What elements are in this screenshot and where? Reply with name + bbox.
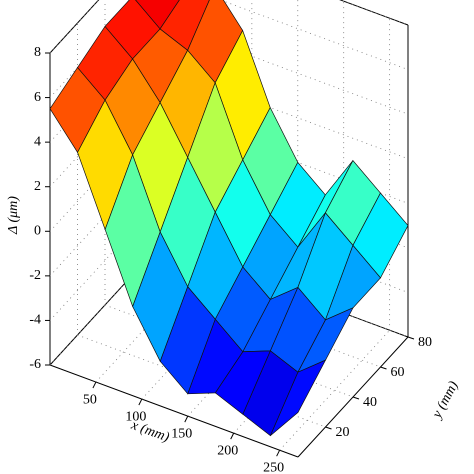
grid-line [219,0,409,70]
x-tick-label: 200 [217,443,238,458]
grid-line [279,329,390,451]
tick-mark [407,336,415,340]
z-tick-label: -2 [29,268,41,283]
y-axis-label: y (mm) [429,379,462,423]
tick-mark [380,366,387,370]
z-tick-label: 4 [34,134,41,149]
surface-layer [49,0,409,437]
z-tick-label: 8 [34,45,41,60]
x-axis-label: x (mm) [128,418,171,446]
x-tick-label: 50 [83,392,97,407]
y-tick-label: 20 [336,425,350,440]
z-tick-label: 2 [34,179,41,194]
tick-mark [92,381,97,389]
tick-mark [325,426,332,430]
x-tick-label: 150 [171,426,192,441]
y-tick-label: 80 [418,335,432,350]
x-tick-label: 250 [263,460,284,474]
z-tick-label: -6 [29,357,41,372]
z-tick-label: -4 [29,313,41,328]
tick-mark [138,398,143,406]
grid-line [159,21,409,115]
grid-line [159,244,409,338]
grid-line [339,0,409,26]
y-tick-label: 40 [363,395,377,410]
tick-mark [276,449,281,457]
z-tick-label: 0 [34,224,41,239]
y-tick-label: 60 [391,365,405,380]
grid-line [159,66,409,160]
z-axis-label: Δ (μm) [6,196,21,235]
box-edge [49,0,100,54]
tick-mark [184,415,189,423]
box-edge [49,364,299,458]
x-tick-label: 100 [125,409,146,424]
tick-mark [352,396,360,400]
grid-line [132,274,381,368]
z-tick-label: 6 [34,90,41,105]
tick-mark [230,432,235,440]
surface-patch [270,359,327,436]
